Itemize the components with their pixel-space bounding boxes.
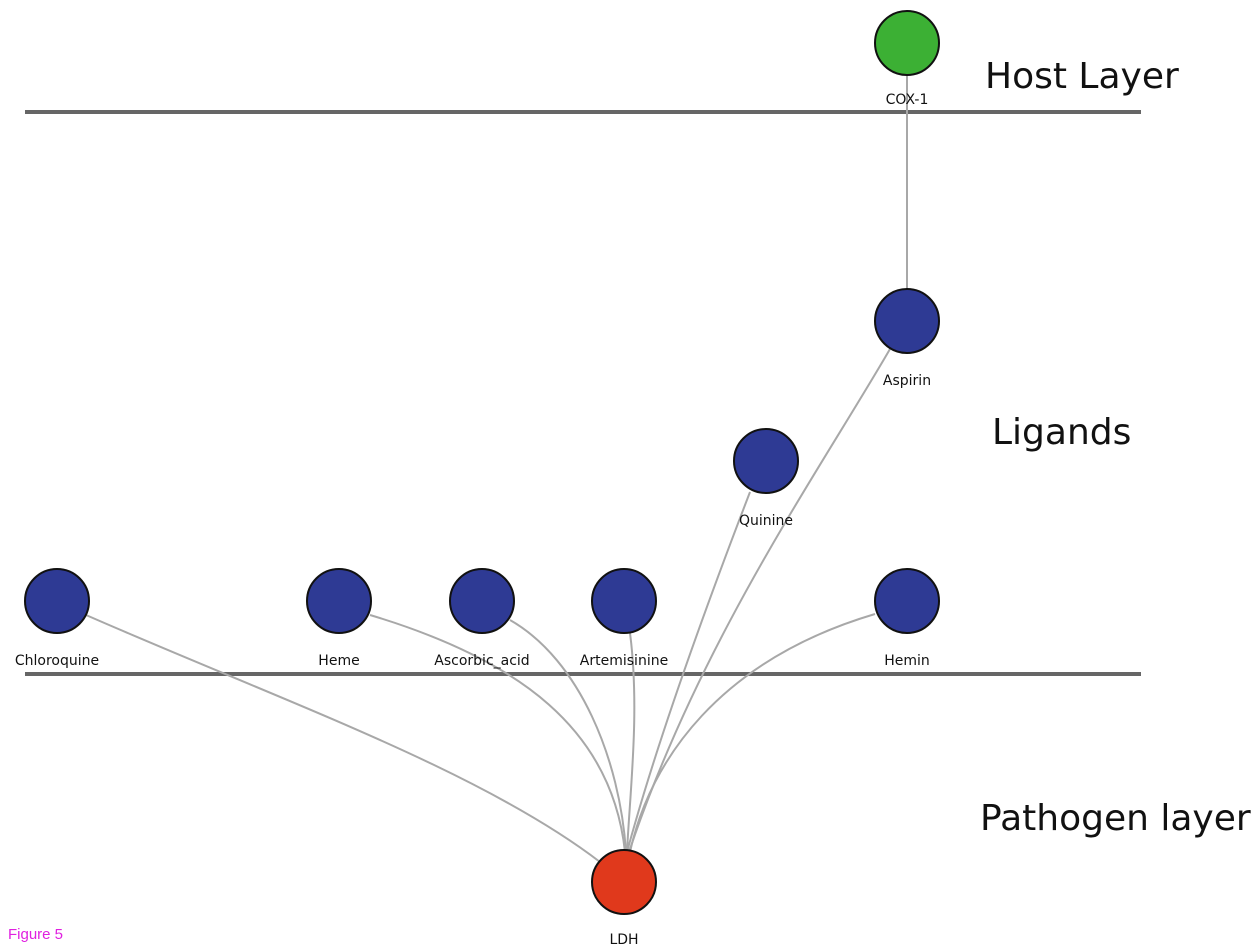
- edges-group: [85, 75, 908, 863]
- node-label-heme: Heme: [318, 653, 359, 669]
- edge-heme-ldh: [369, 614, 626, 853]
- layer-label-pathogen: Pathogen layer: [980, 798, 1251, 839]
- figure-caption: Figure 5: [8, 926, 64, 943]
- node-artemisinine[interactable]: [591, 568, 657, 634]
- node-chloroquine[interactable]: [24, 568, 90, 634]
- node-label-aspirin: Aspirin: [883, 373, 931, 389]
- node-label-ascorbic-acid: Ascorbic_acid: [434, 653, 529, 669]
- edge-chloroquine-ldh: [85, 614, 601, 863]
- layer-label-host: Host Layer: [985, 56, 1179, 97]
- node-quinine[interactable]: [733, 428, 799, 494]
- node-label-chloroquine: Chloroquine: [15, 653, 99, 669]
- edge-artemisinine-ldh: [626, 632, 636, 853]
- node-label-cox1: COX-1: [886, 92, 929, 108]
- node-label-quinine: Quinine: [739, 513, 793, 529]
- edge-ascorbic-acid-ldh: [509, 619, 627, 853]
- edge-aspirin-ldh: [628, 348, 891, 853]
- node-ldh[interactable]: [591, 849, 657, 915]
- node-label-hemin: Hemin: [884, 653, 930, 669]
- node-ascorbic-acid[interactable]: [449, 568, 515, 634]
- layer-label-ligands: Ligands: [992, 412, 1131, 453]
- node-aspirin[interactable]: [874, 288, 940, 354]
- node-heme[interactable]: [306, 568, 372, 634]
- nodes-group: [24, 10, 940, 915]
- edge-quinine-ldh: [626, 491, 751, 853]
- node-cox1[interactable]: [874, 10, 940, 76]
- edge-hemin-ldh: [629, 613, 876, 853]
- node-hemin[interactable]: [874, 568, 940, 634]
- node-label-artemisinine: Artemisinine: [580, 653, 668, 669]
- node-label-ldh: LDH: [609, 932, 638, 948]
